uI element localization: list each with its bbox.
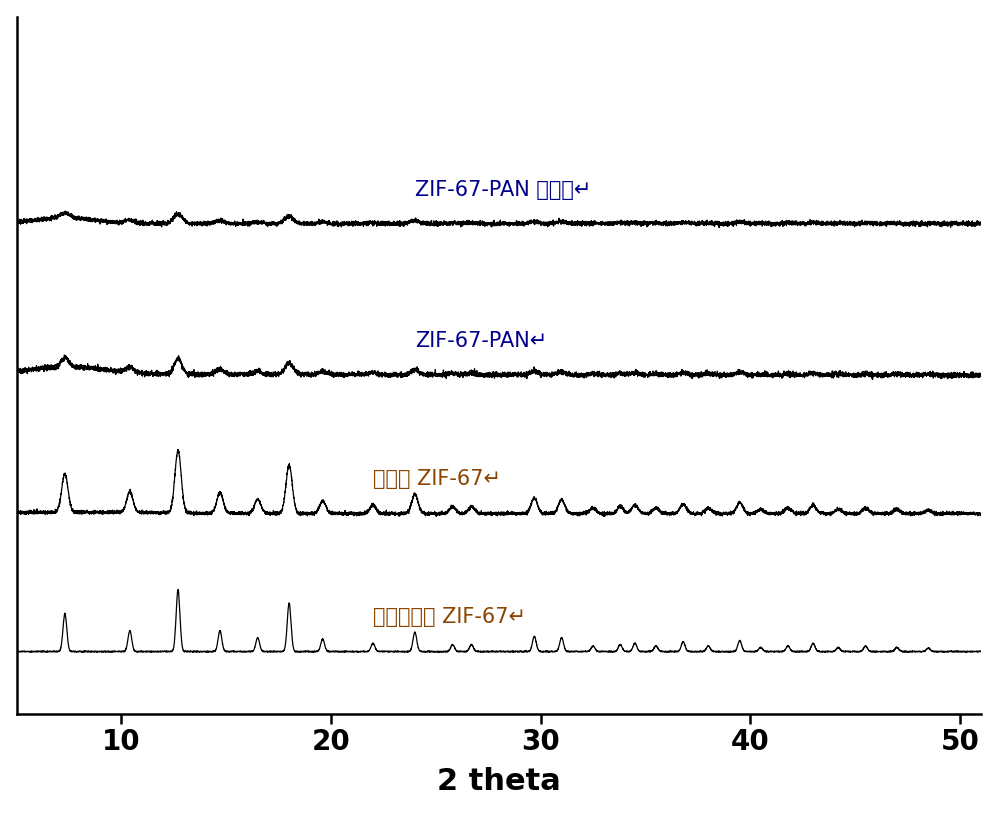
Text: ZIF-67-PAN 催化后↵: ZIF-67-PAN 催化后↵ (415, 180, 591, 199)
Text: 合成的 ZIF-67↵: 合成的 ZIF-67↵ (373, 469, 501, 489)
Text: 理论模拟的 ZIF-67↵: 理论模拟的 ZIF-67↵ (373, 607, 526, 628)
Text: ZIF-67-PAN↵: ZIF-67-PAN↵ (415, 332, 547, 351)
X-axis label: 2 theta: 2 theta (437, 767, 561, 796)
